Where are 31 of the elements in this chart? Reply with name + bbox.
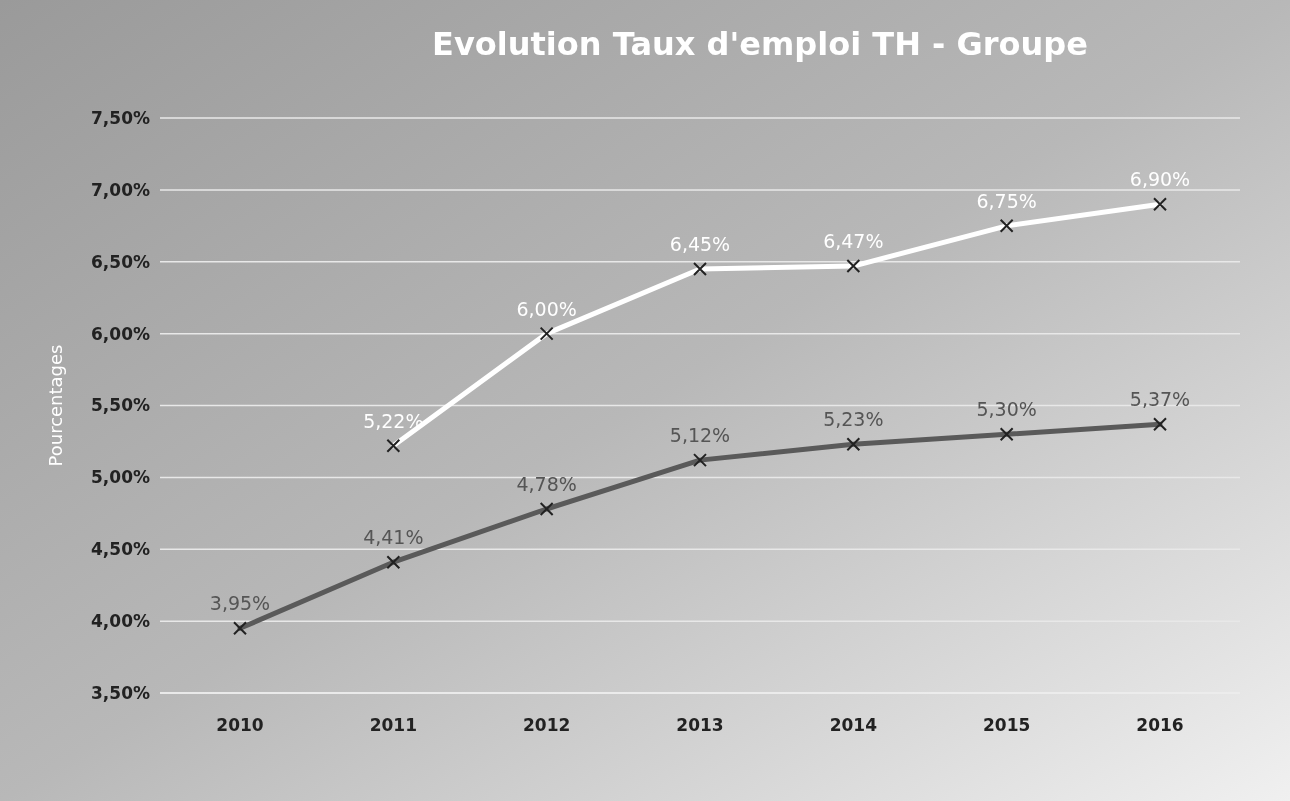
data-label: 5,37% [1129,388,1191,411]
x-tick-label: 2013 [676,715,724,735]
data-label: 5,22% [363,409,424,432]
data-label: 6,90% [1129,168,1191,191]
data-label: 6,00% [516,297,577,320]
y-tick-label: 4,00% [91,611,150,632]
y-axis-title: Pourcentages [45,344,66,467]
data-label: 6,75% [976,189,1037,212]
data-label: 6,47% [823,230,884,253]
y-tick-label: 5,50% [91,395,150,416]
y-tick-label: 5,00% [91,467,150,488]
x-tick-label: 2011 [369,715,417,735]
x-tick-label: 2010 [216,715,264,735]
data-label: 5,12% [669,424,731,447]
x-tick-label: 2012 [523,715,571,735]
y-tick-label: 6,00% [91,323,150,344]
data-label: 5,30% [976,398,1037,421]
x-tick-label: 2016 [1136,715,1184,735]
y-tick-label: 6,50% [91,251,150,272]
data-label: 4,78% [516,473,577,495]
x-tick-label: 2015 [983,715,1031,735]
data-label: 3,95% [209,592,271,615]
data-label: 4,41% [363,526,424,549]
chart-title: Evolution Taux d'emploi TH - Groupe [432,25,1088,63]
data-label: 6,45% [669,232,731,255]
data-label: 5,23% [823,408,884,431]
y-tick-label: 4,50% [91,539,150,560]
x-tick-label: 2014 [829,715,878,735]
y-tick-label: 7,00% [91,179,150,200]
y-tick-label: 3,50% [91,682,150,703]
y-tick-label: 7,50% [91,107,150,128]
